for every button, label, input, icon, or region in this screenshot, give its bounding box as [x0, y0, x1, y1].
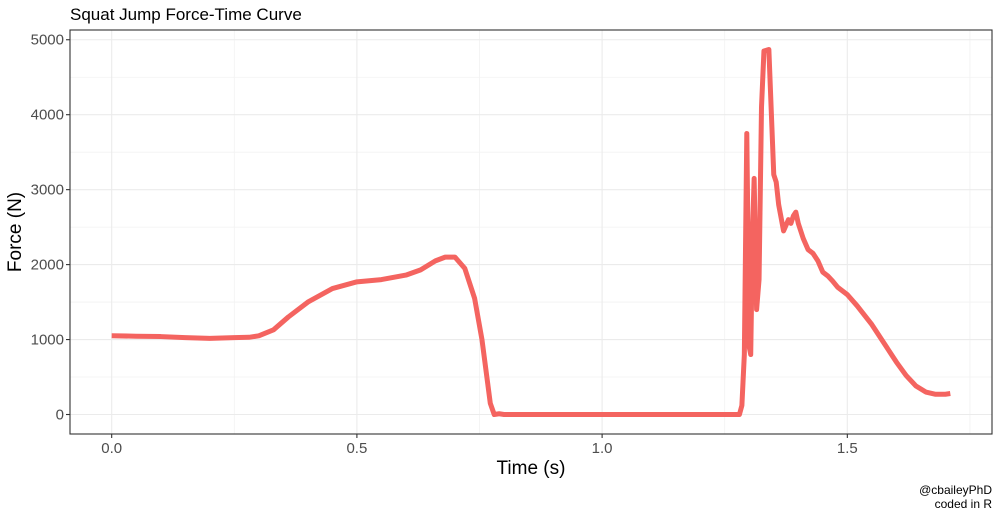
axis-ticks: 0.0 0.5 1.0 1.5 0 1000 2000 3000 4000 5000 — [31, 32, 858, 457]
y-tick-label: 0 — [56, 407, 64, 424]
x-tick-label: 1.5 — [837, 440, 858, 457]
series-layer — [111, 46, 951, 418]
y-tick-label: 1000 — [31, 332, 64, 349]
y-tick-label: 2000 — [31, 257, 64, 274]
caption-line-1: @cbaileyPhD — [919, 483, 992, 497]
x-axis-label: Time (s) — [497, 458, 566, 479]
y-tick-label: 4000 — [31, 107, 64, 124]
grid-minor — [70, 30, 992, 434]
x-tick-label: 0.5 — [346, 440, 367, 457]
panel-border — [69, 29, 993, 435]
caption-line-2: coded in R — [935, 497, 993, 511]
chart-title: Squat Jump Force-Time Curve — [70, 5, 302, 24]
x-tick-label: 0.0 — [101, 440, 122, 457]
y-tick-label: 3000 — [31, 182, 64, 199]
x-tick-label: 1.0 — [592, 440, 613, 457]
y-axis-label: Force (N) — [5, 192, 26, 272]
grid-major — [70, 30, 992, 434]
y-tick-label: 5000 — [31, 32, 64, 49]
force-series-line — [111, 46, 951, 418]
